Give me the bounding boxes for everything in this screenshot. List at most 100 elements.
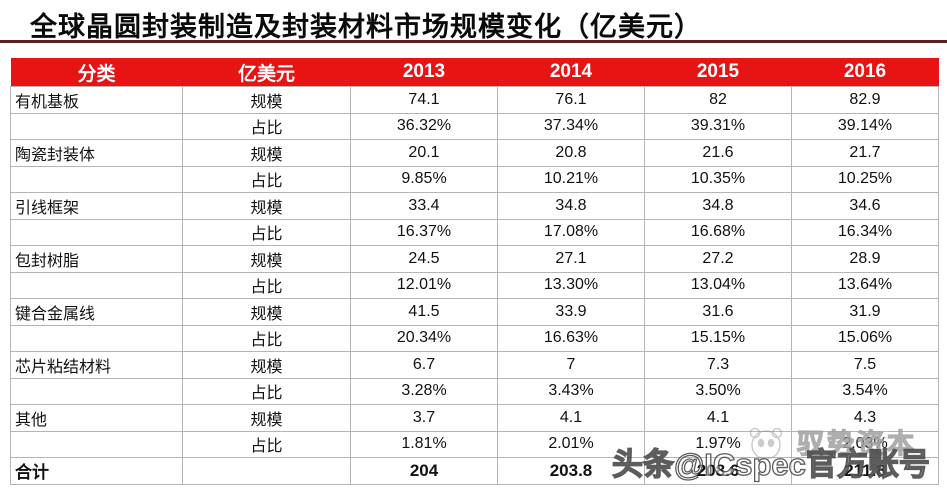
table-row: 占比 1.81% 2.01% 1.97% 2.03%	[10, 430, 939, 458]
cell-value-2013: 74.1	[350, 86, 498, 114]
cell-category: 陶瓷封装体	[10, 139, 183, 167]
header-year-2013: 2013	[350, 58, 498, 87]
cell-metric: 占比	[182, 324, 351, 352]
cell-value-2013: 24.5	[350, 245, 498, 273]
cell-value-2016: 10.25%	[791, 165, 939, 193]
cell-value-2015: 34.8	[644, 192, 792, 220]
cell-value-2014: 17.08%	[497, 218, 645, 246]
cell-value-2014: 76.1	[497, 86, 645, 114]
cell-value-2016: 39.14%	[791, 112, 939, 140]
cell-value-2014: 27.1	[497, 245, 645, 273]
table-row: 陶瓷封装体 规模 20.1 20.8 21.6 21.7	[10, 139, 939, 167]
cell-category	[10, 112, 183, 140]
cell-value-2013: 41.5	[350, 298, 498, 326]
cell-value-2015: 16.68%	[644, 218, 792, 246]
table-row: 占比 3.28% 3.43% 3.50% 3.54%	[10, 377, 939, 405]
cell-value-2016: 4.3	[791, 404, 939, 432]
cell-value-2014: 13.30%	[497, 271, 645, 299]
cell-category	[10, 165, 183, 193]
cell-value-2016: 34.6	[791, 192, 939, 220]
table-row: 占比 16.37% 17.08% 16.68% 16.34%	[10, 218, 939, 246]
cell-metric: 占比	[182, 112, 351, 140]
cell-metric: 规模	[182, 245, 351, 273]
cell-value-2013: 6.7	[350, 351, 498, 379]
cell-metric: 占比	[182, 377, 351, 405]
cell-value-2016: 16.34%	[791, 218, 939, 246]
table-row: 包封树脂 规模 24.5 27.1 27.2 28.9	[10, 245, 939, 273]
cell-value-2015: 27.2	[644, 245, 792, 273]
header-unit: 亿美元	[182, 58, 351, 87]
cell-metric: 占比	[182, 430, 351, 458]
cell-value-2014: 7	[497, 351, 645, 379]
cell-metric: 占比	[182, 271, 351, 299]
table-row: 占比 12.01% 13.30% 13.04% 13.64%	[10, 271, 939, 299]
cell-value-2015: 208.6	[644, 457, 792, 485]
cell-value-2013: 16.37%	[350, 218, 498, 246]
table-row: 占比 36.32% 37.34% 39.31% 39.14%	[10, 112, 939, 140]
cell-value-2016: 13.64%	[791, 271, 939, 299]
cell-category: 包封树脂	[10, 245, 183, 273]
cell-value-2014: 20.8	[497, 139, 645, 167]
table-row: 合计 204 203.8 208.6 211.8	[10, 457, 939, 485]
cell-value-2015: 3.50%	[644, 377, 792, 405]
cell-category: 有机基板	[10, 86, 183, 114]
cell-metric: 占比	[182, 165, 351, 193]
cell-value-2016: 31.9	[791, 298, 939, 326]
cell-category	[10, 218, 183, 246]
cell-value-2015: 7.3	[644, 351, 792, 379]
cell-value-2014: 3.43%	[497, 377, 645, 405]
cell-value-2013: 3.7	[350, 404, 498, 432]
cell-metric	[182, 457, 351, 485]
table-row: 引线框架 规模 33.4 34.8 34.8 34.6	[10, 192, 939, 220]
cell-category: 合计	[10, 457, 183, 485]
cell-category: 引线框架	[10, 192, 183, 220]
cell-value-2014: 10.21%	[497, 165, 645, 193]
cell-value-2013: 9.85%	[350, 165, 498, 193]
cell-value-2016: 2.03%	[791, 430, 939, 458]
cell-metric: 规模	[182, 298, 351, 326]
table-row: 芯片粘结材料 规模 6.7 7 7.3 7.5	[10, 351, 939, 379]
cell-value-2013: 20.34%	[350, 324, 498, 352]
figure-title: 全球晶圆封装制造及封装材料市场规模变化（亿美元）	[30, 12, 702, 42]
cell-value-2015: 1.97%	[644, 430, 792, 458]
cell-value-2016: 15.06%	[791, 324, 939, 352]
cell-value-2015: 82	[644, 86, 792, 114]
cell-value-2014: 34.8	[497, 192, 645, 220]
cell-value-2014: 33.9	[497, 298, 645, 326]
cell-value-2016: 82.9	[791, 86, 939, 114]
cell-value-2016: 3.54%	[791, 377, 939, 405]
header-category: 分类	[10, 58, 183, 87]
cell-value-2013: 33.4	[350, 192, 498, 220]
header-year-2014: 2014	[497, 58, 645, 87]
cell-value-2014: 4.1	[497, 404, 645, 432]
header-year-2015: 2015	[644, 58, 792, 87]
cell-value-2016: 21.7	[791, 139, 939, 167]
cell-category: 其他	[10, 404, 183, 432]
table-row: 其他 规模 3.7 4.1 4.1 4.3	[10, 404, 939, 432]
cell-value-2014: 16.63%	[497, 324, 645, 352]
cell-value-2013: 1.81%	[350, 430, 498, 458]
cell-value-2014: 203.8	[497, 457, 645, 485]
title-divider	[0, 40, 947, 43]
market-size-table: 分类 亿美元 2013 2014 2015 2016 有机基板 规模 74.1 …	[10, 58, 939, 485]
cell-value-2016: 28.9	[791, 245, 939, 273]
header-year-2016: 2016	[791, 58, 939, 87]
table-row: 有机基板 规模 74.1 76.1 82 82.9	[10, 86, 939, 114]
cell-value-2016: 7.5	[791, 351, 939, 379]
cell-value-2015: 10.35%	[644, 165, 792, 193]
cell-category: 键合金属线	[10, 298, 183, 326]
cell-metric: 占比	[182, 218, 351, 246]
cell-value-2016: 211.8	[791, 457, 939, 485]
table-row: 占比 9.85% 10.21% 10.35% 10.25%	[10, 165, 939, 193]
cell-value-2015: 21.6	[644, 139, 792, 167]
cell-category	[10, 271, 183, 299]
cell-metric: 规模	[182, 139, 351, 167]
cell-value-2015: 31.6	[644, 298, 792, 326]
table-header-row: 分类 亿美元 2013 2014 2015 2016	[10, 58, 939, 87]
cell-value-2013: 204	[350, 457, 498, 485]
cell-metric: 规模	[182, 351, 351, 379]
cell-metric: 规模	[182, 404, 351, 432]
cell-metric: 规模	[182, 86, 351, 114]
cell-value-2015: 15.15%	[644, 324, 792, 352]
